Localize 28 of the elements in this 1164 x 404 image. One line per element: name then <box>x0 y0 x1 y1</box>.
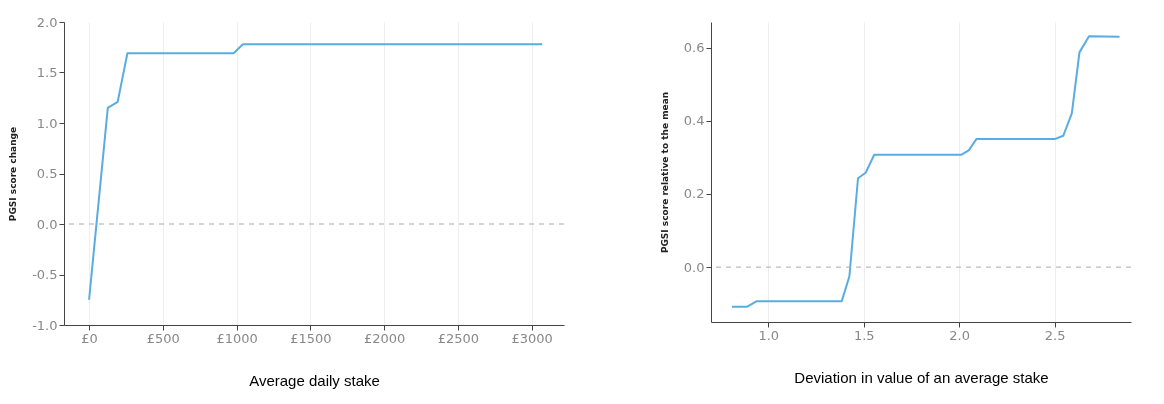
x-tick-label: £1000 <box>216 330 258 346</box>
line-series <box>88 43 544 301</box>
x-tick-label: 1.0 <box>758 327 780 343</box>
line-series <box>731 35 1121 308</box>
y-tick-label: -0.5 <box>32 267 58 282</box>
y-tick-label: 1.0 <box>36 115 58 131</box>
x-axis-title: Deviation in value of an average stake <box>794 368 1049 386</box>
x-tick-label: £2500 <box>437 330 479 346</box>
y-tick-label: 1.5 <box>36 65 58 80</box>
x-tick-label: 1.5 <box>853 327 875 343</box>
x-tick-label: £3000 <box>511 330 553 346</box>
x-tick-label: £1500 <box>290 330 332 346</box>
y-axis-title: PGSI score change <box>8 126 19 222</box>
y-tick-label: 2.0 <box>36 14 58 30</box>
y-tick-label: 0.6 <box>683 40 705 56</box>
x-tick-label: 2.5 <box>1044 327 1066 343</box>
x-tick-label: £2000 <box>363 330 406 346</box>
y-tick-label: 0.4 <box>683 113 705 129</box>
x-tick-label: £0 <box>81 330 98 346</box>
y-tick-label: 0.0 <box>683 259 705 275</box>
x-axis-title: Average daily stake <box>249 371 380 389</box>
y-tick-label: 0.0 <box>36 216 58 232</box>
y-tick-label: -1.0 <box>32 317 58 333</box>
y-axis-title: PGSI score relative to the mean <box>659 91 670 254</box>
x-tick-label: £500 <box>146 330 180 346</box>
y-tick-label: 0.5 <box>36 166 58 181</box>
y-tick-label: 0.2 <box>683 186 705 202</box>
x-tick-label: 2.0 <box>949 327 971 343</box>
